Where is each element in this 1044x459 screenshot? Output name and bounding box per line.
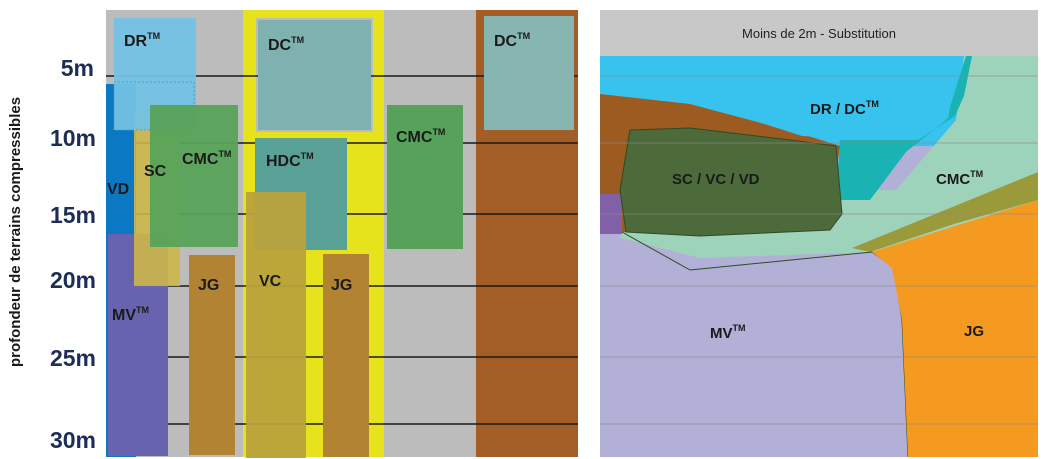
y-axis-title: profondeur de terrains compressibles — [7, 97, 24, 367]
cmc-right-block — [387, 105, 463, 249]
right-panel: Moins de 2m - Substitution — [600, 10, 1038, 458]
depth-ticks: 5m 10m 15m 20m 25m 30m — [50, 55, 96, 453]
jg-left-block — [189, 255, 235, 455]
dc-yellow-block — [258, 20, 371, 130]
label-dr-dc: DR / DCTM — [810, 99, 879, 118]
label-mv: MVTM — [112, 305, 149, 324]
depth-tick-20m: 20m — [50, 267, 96, 293]
cmc-left-block — [150, 105, 238, 247]
depth-tick-30m: 30m — [50, 427, 96, 453]
label-jg-right-panel: JG — [964, 323, 984, 340]
depth-tick-10m: 10m — [50, 125, 96, 151]
sc-vc-vd-region — [619, 127, 843, 237]
label-dr: DRTM — [124, 31, 160, 50]
label-jg-mid: JG — [331, 277, 352, 294]
right-title-band — [600, 10, 1038, 56]
vc-block — [246, 192, 306, 458]
dc-brown-block — [484, 16, 574, 130]
left-panel: DRTM DCTM DCTM VD SC CMCTM CMCTM HDCTM M… — [106, 10, 578, 458]
teal-strip — [836, 56, 972, 200]
right-depth-lines — [600, 75, 1038, 425]
depth-tick-5m: 5m — [61, 55, 94, 81]
olive-strip — [852, 172, 1038, 252]
label-vc: VC — [259, 273, 282, 290]
label-hdc: HDCTM — [266, 151, 314, 170]
right-panel-title: Moins de 2m - Substitution — [742, 26, 896, 41]
label-jg-left: JG — [198, 277, 219, 294]
depth-tick-15m: 15m — [50, 202, 96, 228]
label-cmc-left: CMCTM — [182, 149, 231, 168]
depth-tick-25m: 25m — [50, 345, 96, 371]
label-cmc-right: CMCTM — [396, 127, 445, 146]
label-dc-brown: DCTM — [494, 31, 530, 50]
dr-dc-region — [600, 56, 960, 140]
label-sc: SC — [144, 163, 167, 180]
jg-mid-block — [323, 254, 369, 457]
label-cmc-right-panel: CMCTM — [936, 169, 983, 188]
label-vd: VD — [107, 181, 129, 198]
label-sc-vc-vd: SC / VC / VD — [672, 171, 760, 188]
jg-region — [872, 200, 1038, 457]
label-dc-yellow: DCTM — [268, 35, 304, 54]
label-mv-right-panel: MVTM — [710, 323, 746, 342]
